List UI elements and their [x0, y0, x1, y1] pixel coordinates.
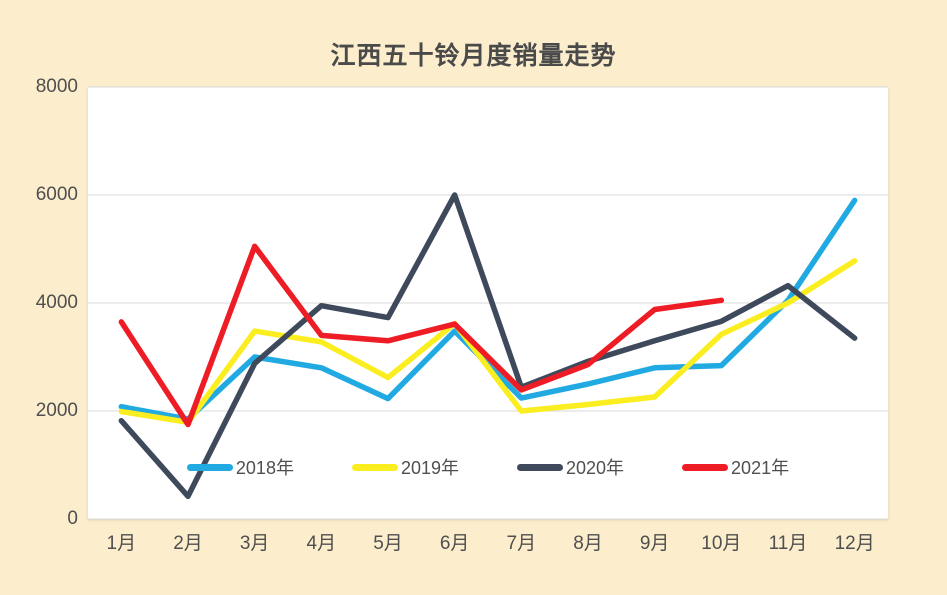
- x-axis: 1月 2月 3月 4月 5月 6月 7月 8月 9月 10月 11月 12月: [88, 528, 888, 562]
- legend-label: 2021年: [731, 458, 790, 478]
- legend-item-2020年[interactable]: 2020年: [517, 454, 624, 480]
- legend-label: 2018年: [235, 458, 294, 478]
- x-tick-label: 9月: [639, 533, 670, 554]
- y-tick-label: 4000: [35, 292, 78, 313]
- x-tick-label: 2月: [173, 533, 203, 554]
- x-tick-label: 10月: [701, 533, 742, 554]
- series-lines: [118, 192, 858, 500]
- x-tick-label: 7月: [506, 533, 537, 554]
- series-line-2019年: [118, 258, 858, 426]
- x-tick-label: 5月: [373, 533, 403, 554]
- chart-legend: 2018年 2019年 2020年 2021年: [88, 452, 888, 482]
- y-axis: 0 2000 4000 6000 8000: [0, 0, 78, 595]
- y-tick-label: 8000: [35, 76, 78, 97]
- x-tick-label: 3月: [239, 533, 270, 554]
- series-line-2020年: [118, 192, 858, 500]
- series-line-2021年: [118, 243, 725, 428]
- y-tick-label: 6000: [35, 184, 78, 205]
- x-tick-label: 8月: [573, 533, 603, 554]
- chart-title: 江西五十铃月度销量走势: [330, 42, 617, 70]
- legend-label: 2019年: [400, 458, 459, 478]
- y-tick-label: 2000: [35, 400, 78, 421]
- legend-swatch-icon: [351, 463, 398, 471]
- legend-item-2018年[interactable]: 2018年: [186, 454, 294, 480]
- legend-swatch-icon: [186, 463, 233, 471]
- legend-swatch-icon: [517, 463, 563, 471]
- legend-item-2021年[interactable]: 2021年: [682, 454, 789, 480]
- legend-label: 2020年: [566, 458, 625, 478]
- y-tick-label: 0: [67, 508, 78, 529]
- x-tick-label: 11月: [768, 533, 808, 554]
- x-tick-label: 4月: [306, 533, 337, 554]
- x-tick-label: 6月: [439, 533, 470, 554]
- legend-swatch-icon: [682, 463, 729, 471]
- plot-area: [88, 86, 888, 520]
- x-tick-label: 1月: [106, 533, 137, 554]
- legend-item-2019年[interactable]: 2019年: [351, 454, 459, 480]
- x-tick-label: 12月: [834, 533, 875, 554]
